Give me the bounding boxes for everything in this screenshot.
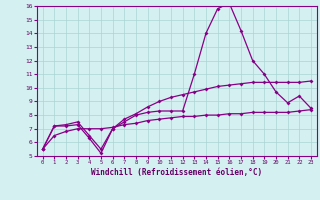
X-axis label: Windchill (Refroidissement éolien,°C): Windchill (Refroidissement éolien,°C) [91, 168, 262, 177]
